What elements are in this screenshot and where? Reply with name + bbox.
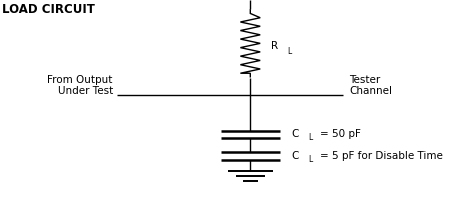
- Text: Under Test: Under Test: [57, 86, 113, 96]
- Text: C: C: [291, 129, 298, 139]
- Text: From Output: From Output: [47, 74, 113, 85]
- Text: L: L: [287, 47, 291, 55]
- Text: = 50 pF: = 50 pF: [320, 129, 361, 139]
- Text: = 5 pF for Disable Time: = 5 pF for Disable Time: [320, 151, 443, 161]
- Text: L: L: [308, 133, 312, 142]
- Text: R: R: [271, 41, 278, 51]
- Text: Tester: Tester: [350, 74, 381, 85]
- Text: Channel: Channel: [350, 86, 392, 96]
- Text: L: L: [308, 155, 312, 164]
- Text: LOAD CIRCUIT: LOAD CIRCUIT: [2, 3, 95, 16]
- Text: C: C: [291, 151, 298, 161]
